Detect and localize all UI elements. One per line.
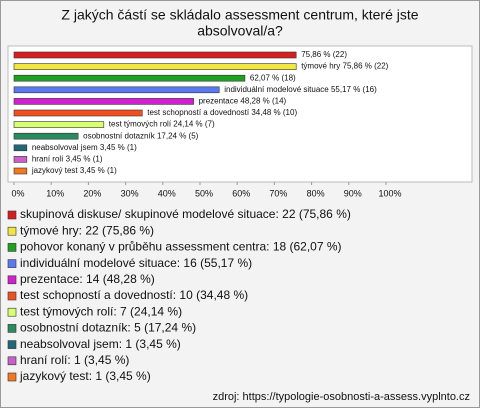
legend-swatch bbox=[7, 307, 17, 317]
legend-swatch bbox=[7, 291, 17, 301]
value-label: 75,86 % (22) bbox=[301, 50, 347, 59]
value-label: individuální modelové situace 55,17 % (1… bbox=[224, 85, 377, 94]
x-tick-label: 20% bbox=[83, 188, 101, 198]
legend-label: hraní rolí: 1 (3,45 %) bbox=[20, 353, 129, 367]
x-tick-label: 0% bbox=[11, 188, 24, 198]
chart-title: absolvoval/a? bbox=[197, 23, 283, 39]
value-label: hraní rolí 3,45 % (1) bbox=[32, 155, 103, 164]
value-label: test týmových rolí 24,14 % (7) bbox=[109, 120, 215, 129]
legend-label: test týmových rolí: 7 (24,14 %) bbox=[20, 304, 182, 318]
x-tick-label: 80% bbox=[307, 188, 325, 198]
bar bbox=[13, 144, 28, 152]
source: zdroj: https://typologie-osobnosti-a-ass… bbox=[213, 391, 470, 403]
chart-title: Z jakých částí se skládalo assessment ce… bbox=[61, 7, 418, 23]
legend-swatch bbox=[7, 356, 17, 366]
bar bbox=[13, 74, 246, 82]
value-label: jazykový test 3,45 % (1) bbox=[31, 166, 117, 175]
value-label: test schopností a dovedností 34,48 % (10… bbox=[147, 108, 297, 117]
value-label: osobnostní dotazník 17,24 % (5) bbox=[83, 131, 199, 140]
value-label: týmové hry 75,86 % (22) bbox=[301, 62, 388, 71]
x-tick-label: 90% bbox=[344, 188, 362, 198]
bar bbox=[13, 156, 28, 163]
legend-swatch bbox=[7, 340, 17, 349]
bar bbox=[13, 167, 28, 175]
legend-swatch bbox=[7, 243, 17, 252]
legend-swatch bbox=[7, 226, 17, 236]
bar bbox=[13, 63, 297, 70]
bar bbox=[13, 121, 105, 128]
legend-label: pohovor konaný v průběhu assessment cent… bbox=[20, 240, 342, 254]
x-tick-label: 70% bbox=[269, 188, 287, 198]
value-label: neabsolvoval jsem 3,45 % (1) bbox=[32, 143, 137, 152]
legend-swatch bbox=[7, 259, 17, 268]
x-tick-label: 10% bbox=[46, 188, 64, 198]
legend-label: týmové hry: 22 (75,86 %) bbox=[20, 223, 154, 237]
legend-label: neabsolvoval jsem: 1 (3,45 %) bbox=[20, 337, 181, 351]
value-label: prezentace 48,28 % (14) bbox=[199, 97, 287, 106]
x-tick-label: 100% bbox=[378, 188, 401, 198]
legend-swatch bbox=[7, 372, 17, 382]
bar bbox=[13, 132, 79, 140]
value-label: 62,07 % (18) bbox=[250, 73, 296, 82]
legend-label: prezentace: 14 (48,28 %) bbox=[20, 272, 155, 286]
x-tick-label: 60% bbox=[232, 188, 250, 198]
x-tick-label: 30% bbox=[121, 188, 139, 198]
x-tick-label: 40% bbox=[158, 188, 176, 198]
bar bbox=[13, 86, 220, 94]
legend-swatch bbox=[7, 275, 17, 285]
legend-label: jazykový test: 1 (3,45 %) bbox=[19, 369, 151, 383]
legend-label: test schopností a dovedností: 10 (34,48 … bbox=[20, 288, 248, 302]
legend-swatch bbox=[7, 210, 17, 220]
legend-label: osobnostní dotazník: 5 (17,24 %) bbox=[20, 321, 196, 335]
bar bbox=[13, 98, 194, 105]
legend-label: skupinová diskuse/ skupinové modelové si… bbox=[20, 207, 351, 221]
bar bbox=[13, 109, 143, 117]
legend-swatch bbox=[7, 324, 17, 333]
x-tick-label: 50% bbox=[195, 188, 213, 198]
legend-label: individuální modelové situace: 16 (55,17… bbox=[20, 256, 252, 270]
bar bbox=[13, 51, 297, 59]
